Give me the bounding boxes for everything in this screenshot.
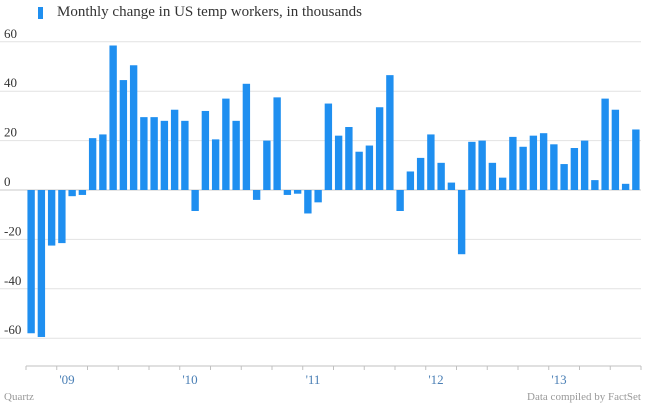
bar <box>601 98 609 190</box>
bar <box>283 190 292 195</box>
bar <box>437 162 445 190</box>
bar <box>99 134 107 190</box>
bar <box>273 97 281 190</box>
bar <box>539 133 548 190</box>
bar <box>232 120 240 190</box>
bar <box>222 98 230 190</box>
bar <box>88 138 97 190</box>
y-axis-ticks: 60 40 20 0 -20 -40 -60 <box>4 26 21 337</box>
y-tick-label: 40 <box>4 75 17 90</box>
bar <box>181 120 189 190</box>
bar <box>570 148 579 190</box>
bar <box>58 190 66 244</box>
bar <box>334 135 343 190</box>
x-tick-label: '10 <box>182 372 197 387</box>
y-tick-label: -40 <box>4 273 21 288</box>
bar <box>211 139 220 190</box>
bar <box>160 120 169 190</box>
bar <box>396 190 404 211</box>
bar <box>109 45 117 190</box>
bar <box>488 162 497 190</box>
bar <box>293 190 302 194</box>
legend-label: Monthly change in US temp workers, in th… <box>57 4 362 20</box>
y-tick-label: -60 <box>4 322 21 337</box>
bar <box>529 135 538 190</box>
bar <box>560 164 568 190</box>
bars <box>27 45 640 337</box>
bar <box>580 140 589 190</box>
bar <box>365 145 374 190</box>
y-tick-label: 0 <box>4 174 11 189</box>
bar <box>314 190 322 203</box>
y-tick-label: -20 <box>4 223 21 238</box>
bar <box>427 134 435 190</box>
bar <box>416 157 425 190</box>
bar <box>37 190 46 337</box>
credit-label: Quartz <box>4 391 34 403</box>
bar <box>119 80 128 190</box>
bar <box>550 144 558 190</box>
bar <box>386 75 394 190</box>
gridlines <box>0 41 641 339</box>
bar <box>519 146 527 190</box>
bar <box>201 110 210 190</box>
bar <box>406 171 415 190</box>
bar <box>263 140 271 190</box>
bar <box>140 117 148 190</box>
bar <box>457 190 466 255</box>
y-tick-label: 20 <box>4 125 17 140</box>
bar <box>150 117 158 190</box>
bar <box>170 109 179 190</box>
bar <box>375 107 384 190</box>
bar <box>324 103 333 190</box>
bar <box>611 109 620 190</box>
bar <box>478 140 486 190</box>
bar <box>242 83 251 190</box>
bar <box>468 141 476 190</box>
bar <box>498 177 507 190</box>
bar <box>621 183 630 190</box>
x-axis: '09 '10 '11 '12 '13 <box>25 365 642 387</box>
bar <box>47 190 56 246</box>
bar <box>252 190 261 200</box>
bar <box>355 151 363 190</box>
legend-swatch-icon <box>38 6 43 19</box>
x-tick-label: '11 <box>306 372 321 387</box>
bar <box>447 182 456 190</box>
x-tick-label: '12 <box>428 372 443 387</box>
bar <box>632 129 640 190</box>
bar <box>304 190 312 214</box>
x-tick-label: '13 <box>551 372 566 387</box>
bar <box>68 190 76 197</box>
legend: Monthly change in US temp workers, in th… <box>38 4 362 21</box>
x-tick-label: '09 <box>59 372 74 387</box>
bar <box>27 190 35 334</box>
source-label: Data compiled by FactSet <box>527 391 641 403</box>
bar <box>345 127 353 190</box>
bar <box>591 180 599 190</box>
bar <box>509 136 517 190</box>
bar <box>129 65 138 190</box>
bar <box>78 190 87 195</box>
bar <box>191 190 199 211</box>
y-tick-label: 60 <box>4 26 17 41</box>
